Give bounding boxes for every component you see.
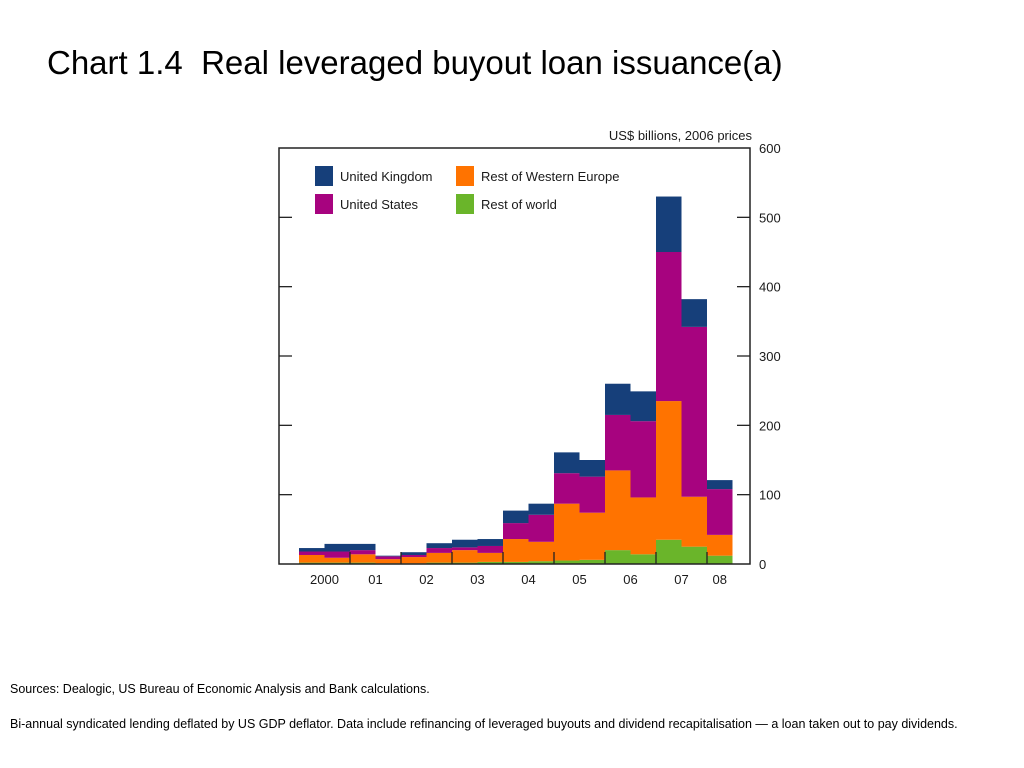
x-axis: 2000 01 02 03 04 05 06 07 08 (310, 552, 727, 587)
bar-segment (350, 543, 376, 551)
bar-segment (477, 561, 503, 564)
bar-segment (324, 551, 350, 558)
bar-segment (528, 503, 554, 515)
bar-segment (299, 554, 325, 563)
bar-segment (630, 554, 656, 564)
legend-swatch (315, 166, 333, 186)
legend-swatch (456, 166, 474, 186)
unit-label: US$ billions, 2006 prices (609, 128, 753, 143)
bar-segment (401, 552, 427, 555)
bar-segment (681, 546, 707, 564)
legend-label: Rest of Western Europe (481, 169, 620, 184)
y-tick-label: 600 (759, 141, 781, 156)
bar-segment (299, 548, 325, 552)
bar-segment (630, 421, 656, 498)
bar-segment (299, 551, 325, 555)
x-tick-label: 02 (419, 572, 433, 587)
bar-segment (477, 545, 503, 553)
legend-swatch (456, 194, 474, 214)
bar-segment (324, 557, 350, 563)
bar-segment (579, 512, 605, 560)
bar-segment (324, 543, 350, 552)
bar-segment (707, 480, 733, 490)
bar-segment (426, 543, 452, 549)
plot-frame (278, 147, 751, 565)
x-tick-label: 05 (572, 572, 586, 587)
y-tick-label: 500 (759, 210, 781, 225)
bar-segment (605, 383, 631, 415)
bar-segment (656, 196, 682, 252)
bar-segment (401, 557, 427, 564)
x-tick-label: 03 (470, 572, 484, 587)
bar-segment (656, 539, 682, 564)
bar-segment (630, 497, 656, 555)
bar-segment (554, 452, 580, 474)
footnote: Bi-annual syndicated lending deflated by… (10, 717, 958, 731)
bar-segment (579, 460, 605, 477)
bar-segment (579, 559, 605, 564)
x-tick-label: 01 (368, 572, 382, 587)
y-axis: 0 100 200 300 400 500 600 (279, 141, 781, 572)
bar-segment (681, 496, 707, 547)
y-tick-label: 300 (759, 349, 781, 364)
bar-segment (528, 561, 554, 564)
bar-segment (554, 473, 580, 504)
bar-segment (350, 554, 376, 563)
bar-segment (477, 539, 503, 546)
bar-segment (630, 391, 656, 422)
bar-segment (528, 514, 554, 542)
x-tick-label: 2000 (310, 572, 339, 587)
y-tick-label: 0 (759, 557, 766, 572)
bar-segment (503, 539, 529, 562)
bar-segment (401, 554, 427, 558)
bar-segment (554, 503, 580, 561)
y-tick-label: 400 (759, 280, 781, 295)
bar-segment (503, 523, 529, 540)
legend: United Kingdom Rest of Western Europe Unit… (315, 166, 620, 214)
bars-layer (299, 196, 733, 564)
bar-segment (503, 510, 529, 524)
bar-segment (707, 534, 733, 556)
y-tick-label: 100 (759, 488, 781, 503)
bar-segment (426, 552, 452, 563)
x-tick-label: 07 (674, 572, 688, 587)
x-tick-label: 06 (623, 572, 637, 587)
bar-segment (503, 561, 529, 564)
bar-segment (452, 550, 478, 563)
x-tick-label: 04 (521, 572, 535, 587)
legend-label: United Kingdom (340, 169, 433, 184)
bar-segment (605, 470, 631, 551)
bar-segment (375, 559, 401, 564)
bar-segment (579, 476, 605, 513)
bar-segment (452, 547, 478, 551)
legend-label: United States (340, 197, 419, 212)
bar-segment (656, 252, 682, 402)
bar-segment (656, 401, 682, 540)
bar-segment (528, 541, 554, 562)
bar-segment (707, 555, 733, 564)
bar-segment (554, 560, 580, 564)
bar-segment (452, 539, 478, 548)
y-tick-label: 200 (759, 418, 781, 433)
sources-note: Sources: Dealogic, US Bureau of Economic… (10, 682, 430, 696)
bar-segment (375, 555, 401, 557)
bar-segment (681, 299, 707, 327)
slide-title: Chart 1.4 Real leveraged buyout loan iss… (47, 44, 783, 81)
bar-segment (605, 414, 631, 471)
x-tick-label: 08 (713, 572, 727, 587)
bar-segment (707, 489, 733, 535)
bar-segment (375, 556, 401, 560)
bar-segment (426, 548, 452, 553)
bar-segment (681, 326, 707, 497)
bar-segment (605, 550, 631, 564)
legend-label: Rest of world (481, 197, 557, 212)
legend-swatch (315, 194, 333, 214)
bar-segment (350, 550, 376, 555)
bar-segment (477, 552, 503, 562)
